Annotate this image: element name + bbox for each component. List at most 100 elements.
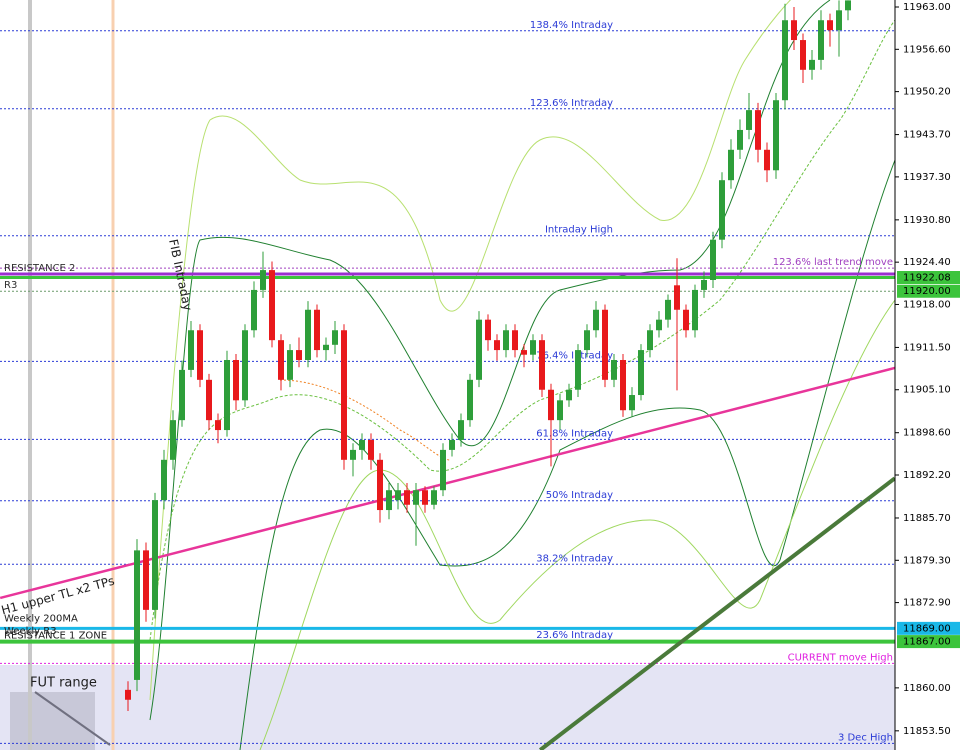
left-label: FUT range [30, 676, 97, 691]
candle-body [764, 149, 770, 171]
candle-body [359, 439, 365, 450]
trendline [538, 476, 897, 750]
y-tick-label: 11872.90 [903, 598, 951, 609]
level-label: 76.4% Intraday [536, 350, 613, 361]
candle-body [827, 20, 833, 31]
plot-area [0, 0, 895, 750]
candle-body [611, 359, 617, 380]
level-label: 3 Dec High [838, 732, 893, 743]
candle-body [809, 59, 815, 70]
candle-body [197, 330, 203, 380]
price-tag [897, 284, 960, 298]
candle-body [206, 379, 212, 421]
candle-body [260, 270, 266, 290]
candle-body [152, 500, 158, 610]
candle-body [494, 340, 500, 351]
y-axis: 11963.00 11956.60 11950.20 11943.70 11937.30… [895, 2, 960, 737]
candle-body [413, 490, 419, 505]
y-tick-label: 11898.60 [903, 428, 951, 439]
candle-body [620, 359, 626, 411]
candle-body [566, 389, 572, 401]
candle-body [278, 340, 284, 380]
candle-body [800, 40, 806, 70]
candle-body [314, 309, 320, 351]
candle-body [845, 0, 851, 11]
candle-body [746, 110, 752, 130]
y-tick-label: 11956.60 [903, 44, 951, 55]
ma-fast [149, 19, 896, 641]
price-tag-label: 11869.00 [903, 623, 951, 634]
candle-body [638, 350, 644, 396]
range-diagonal [34, 691, 111, 746]
band-upper [149, 0, 791, 701]
candle-body [287, 350, 293, 380]
level-label: 138.4% Intraday [530, 20, 613, 31]
candle-body [629, 395, 635, 411]
candle-body [530, 340, 536, 355]
left-label: Weekly 200MA [4, 613, 78, 624]
candle-body [179, 369, 185, 421]
candle-body [233, 359, 239, 401]
band-lower [239, 159, 896, 750]
price-tag-label: 11922.08 [903, 272, 951, 283]
trendline [0, 366, 896, 600]
candle-body [215, 420, 221, 431]
candle-body [521, 350, 527, 355]
level-label: 123.6% Intraday [530, 98, 613, 109]
y-tick-label: 11930.80 [903, 215, 951, 226]
candle-body [728, 149, 734, 181]
candle-body [170, 420, 176, 460]
candle-body [701, 280, 707, 290]
y-tick-label: 11905.10 [903, 385, 951, 396]
level-label: 123.6% last trend move [773, 257, 893, 268]
candles [125, 0, 851, 711]
candle-body [134, 550, 140, 680]
level-label: Intraday High [545, 225, 613, 236]
candle-body [467, 379, 473, 421]
y-tick-label: 11918.00 [903, 299, 951, 310]
candle-body [755, 110, 761, 150]
candle-body [692, 289, 698, 331]
candle-body [656, 319, 662, 331]
level-label: CURRENT move High [788, 652, 893, 663]
candle-body [377, 459, 383, 511]
left-label: Weekly R3 [4, 626, 57, 637]
level-label: 23.6% Intraday [536, 630, 613, 641]
candle-body [647, 330, 653, 351]
level-label: R3 [4, 280, 17, 291]
level-label: 61.8% Intraday [536, 428, 613, 439]
candle-body [143, 550, 149, 610]
candle-body [719, 180, 725, 240]
candle-body [674, 285, 680, 310]
candle-body [422, 490, 428, 505]
candle-body [773, 100, 779, 171]
level-label: 38.2% Intraday [536, 553, 613, 564]
candle-body [737, 129, 743, 150]
y-tick-label: 11853.50 [903, 726, 951, 737]
candle-body [161, 459, 167, 501]
candle-body [458, 420, 464, 440]
y-tick-label: 11892.20 [903, 470, 951, 481]
y-tick-label: 11950.20 [903, 87, 951, 98]
price-tag [897, 621, 960, 635]
fut-range-box [10, 692, 95, 750]
candle-body [584, 330, 590, 351]
y-tick-label: 11860.00 [903, 683, 951, 694]
candle-body [350, 449, 356, 460]
candle-body [593, 309, 599, 331]
y-tick-label: 11937.30 [903, 172, 951, 183]
left-label: RESISTANCE 1 ZONE [4, 631, 107, 642]
candle-body [485, 319, 491, 341]
candle-body [188, 330, 194, 370]
candle-body [512, 330, 518, 351]
y-tick-label: 11879.30 [903, 555, 951, 566]
candle-body [386, 490, 392, 511]
candle-body [503, 330, 509, 351]
candle-body [440, 449, 446, 491]
candle-body [548, 389, 554, 421]
level-label: 50% Intraday [546, 490, 613, 501]
candle-body [557, 400, 563, 421]
candle-body [368, 439, 374, 460]
candle-body [449, 439, 455, 450]
levels: 138.4% Intraday 123.6% Intraday Intraday H… [0, 20, 897, 750]
